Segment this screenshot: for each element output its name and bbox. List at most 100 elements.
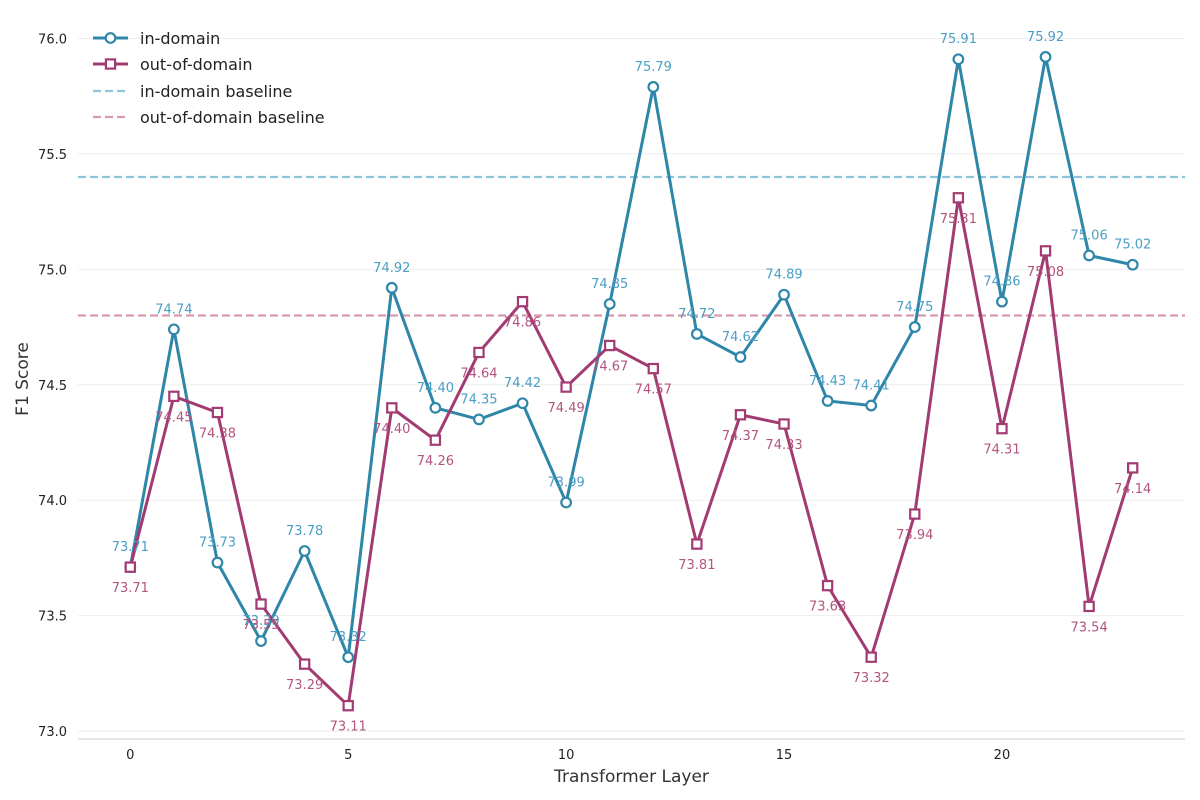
out-of-domain-point [778, 418, 790, 430]
out-of-domain-value-label: 74.67 [591, 360, 628, 375]
in-domain-value-label: 74.35 [460, 392, 497, 407]
in-domain-point [1126, 258, 1139, 271]
out-of-domain-value-label: 74.37 [722, 429, 759, 444]
out-of-domain-point [429, 434, 442, 446]
y-tick-label: 75.5 [38, 148, 67, 163]
out-of-domain-point [473, 346, 485, 359]
in-domain-point [996, 295, 1008, 308]
in-domain-value-label: 73.32 [330, 630, 367, 645]
legend-item-in-domain-baseline: in-domain baseline [93, 82, 292, 101]
out-of-domain-value-label: 73.71 [112, 581, 149, 596]
in-domain-point [952, 53, 965, 66]
out-of-domain-value-label: 74.49 [548, 401, 585, 416]
x-tick-label: 15 [776, 748, 793, 763]
in-domain-value-label: 75.02 [1114, 238, 1151, 253]
in-domain-value-label: 75.06 [1071, 228, 1108, 243]
y-tick-label: 75.0 [38, 263, 67, 278]
out-of-domain-value-label: 74.57 [635, 383, 672, 398]
out-of-domain-point [647, 362, 659, 375]
in-domain-value-label: 75.92 [1027, 30, 1064, 45]
x-axis-title: Transformer Layer [553, 767, 709, 787]
in-domain-value-label: 75.79 [635, 60, 672, 75]
in-domain-value-label: 73.78 [286, 524, 323, 539]
legend-label-in-domain-baseline: in-domain baseline [140, 82, 292, 101]
out-of-domain-value-label: 73.55 [242, 618, 279, 633]
y-tick-label: 74.5 [38, 379, 67, 394]
out-of-domain-point [1127, 462, 1139, 474]
in-domain-value-label: 73.71 [112, 540, 149, 555]
in-domain-point [865, 399, 878, 412]
baselines [78, 175, 1185, 317]
out-of-domain-point [604, 339, 616, 352]
out-of-domain-value-label: 73.11 [330, 720, 367, 735]
in-domain-value-label: 74.62 [722, 330, 759, 345]
out-of-domain-value-label: 73.54 [1071, 620, 1108, 635]
legend-item-in-domain: in-domain [93, 29, 220, 48]
in-domain-value-label: 74.42 [504, 376, 541, 391]
in-domain-value-label: 74.86 [983, 275, 1020, 290]
legend-label-out-of-domain: out-of-domain [140, 55, 253, 74]
in-domain-value-label: 74.74 [155, 302, 192, 317]
in-domain-value-label: 74.85 [591, 277, 628, 292]
in-domain-value-label: 74.72 [678, 307, 715, 322]
grid-lines [78, 37, 1185, 732]
out-of-domain-value-label: 73.63 [809, 600, 846, 615]
legend-item-out-of-domain-baseline: out-of-domain baseline [93, 108, 325, 127]
out-of-domain-point [1039, 245, 1052, 257]
in-domain-value-label: 74.75 [896, 300, 933, 315]
in-domain-point [690, 328, 703, 340]
out-of-domain-value-label: 74.64 [460, 366, 497, 381]
in-domain-point [1039, 51, 1052, 63]
in-domain-point [342, 651, 355, 664]
out-of-domain-point [386, 402, 398, 414]
legend-marker-in-domain [104, 32, 117, 44]
in-domain-point [603, 298, 616, 310]
out-of-domain-value-label: 74.40 [373, 422, 410, 437]
out-of-domain-point [124, 561, 136, 573]
legend-item-out-of-domain: out-of-domain [93, 55, 253, 74]
in-domain-value-label: 74.92 [373, 261, 410, 276]
x-tick-label: 0 [126, 748, 134, 763]
out-of-domain-value-label: 74.26 [417, 454, 454, 469]
out-of-domain-point [821, 579, 834, 592]
out-of-domain-point [516, 295, 529, 308]
out-of-domain-value-label: 74.31 [983, 443, 1020, 458]
in-domain-point [167, 323, 180, 336]
in-domain-point [821, 395, 834, 407]
in-domain-series-line [128, 55, 1134, 659]
in-domain-point [647, 81, 660, 93]
y-tick-label: 74.0 [38, 494, 67, 509]
out-of-domain-point [211, 406, 224, 419]
y-axis-title: F1 Score [13, 342, 33, 416]
in-domain-value-label: 73.73 [199, 536, 236, 551]
legend-label-out-of-domain-baseline: out-of-domain baseline [140, 108, 325, 127]
in-domain-point [516, 397, 529, 410]
in-domain-point [385, 281, 398, 294]
out-of-domain-point [865, 651, 877, 663]
x-tick-label: 20 [994, 748, 1011, 763]
in-domain-value-label: 74.43 [809, 374, 846, 389]
data-labels: 73.71 74.74 73.73 73.39 73.78 73.32 74.92 74.40… [112, 30, 1152, 735]
out-of-domain-value-label: 75.08 [1027, 265, 1064, 280]
out-of-domain-point [734, 409, 747, 421]
in-domain-value-label: 73.39 [242, 614, 279, 629]
out-of-domain-point [255, 598, 267, 610]
out-of-domain-point [952, 192, 965, 204]
out-of-domain-point [342, 699, 354, 712]
out-of-domain-series-line [128, 196, 1135, 708]
y-tick-label: 73.5 [38, 610, 67, 625]
in-domain-value-label: 74.40 [417, 381, 454, 396]
out-of-domain-value-label: 74.45 [155, 410, 192, 425]
out-of-domain-value-label: 73.29 [286, 678, 323, 693]
in-domain-point [429, 401, 442, 414]
legend: in-domain out-of-domain in-domain baseli… [93, 29, 325, 127]
in-domain-point [211, 556, 224, 569]
axis-ticks: 73.0 73.5 74.0 74.5 75.0 75.5 76.0 0 5 10 15 20 [38, 32, 1010, 763]
out-of-domain-value-label: 74.33 [765, 438, 802, 453]
out-of-domain-point [298, 658, 311, 670]
out-of-domain-value-label: 73.32 [853, 671, 890, 686]
in-domain-value-label: 74.89 [765, 268, 802, 283]
out-of-domain-value-label: 73.81 [678, 558, 715, 573]
